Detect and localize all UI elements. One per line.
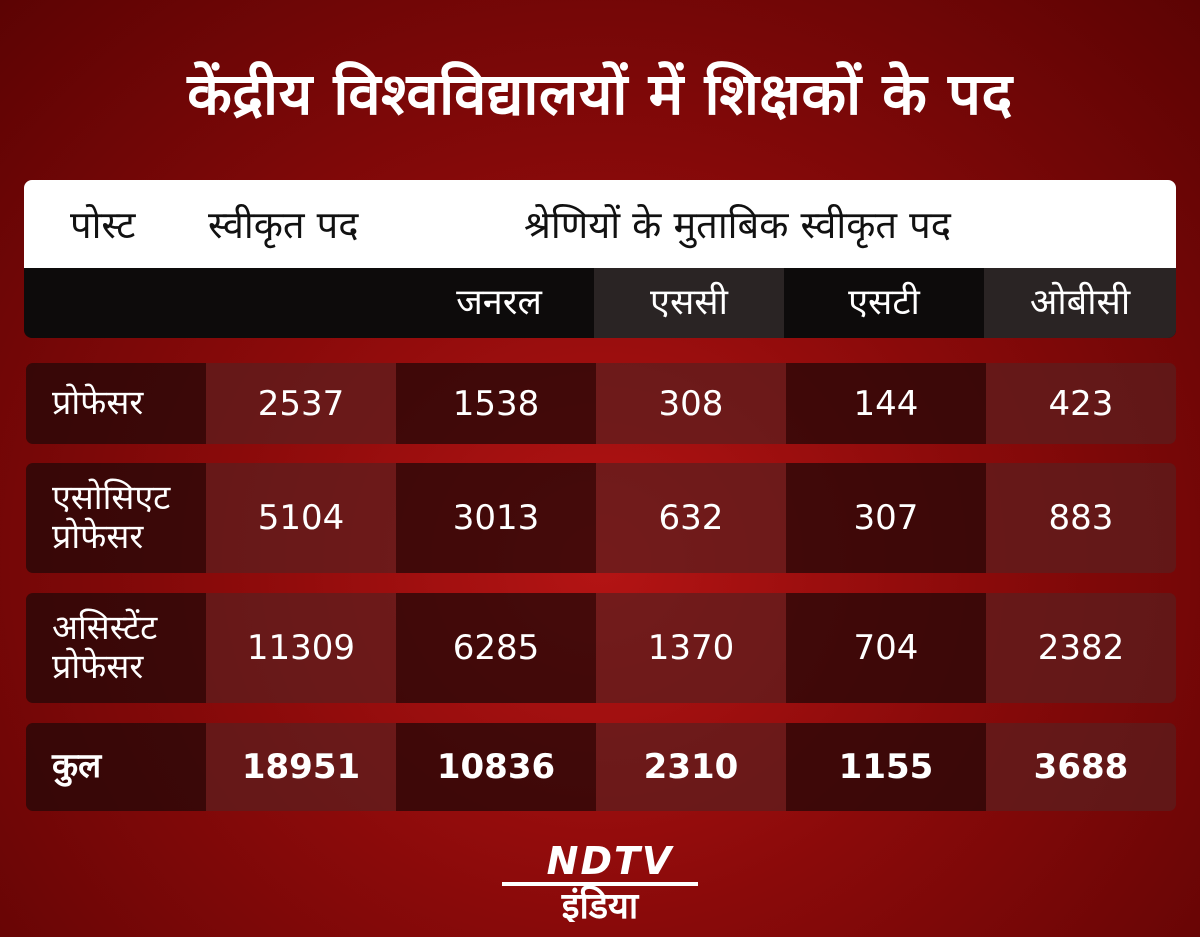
subheader-row: जनरल एससी एसटी ओबीसी: [24, 268, 1176, 338]
row-label-line1: एसोसिएट: [52, 477, 171, 518]
cell-sanctioned: 18951: [206, 723, 396, 811]
cell-obc: 3688: [986, 723, 1176, 811]
cell-obc: 423: [986, 363, 1176, 444]
cell-sanctioned: 11309: [206, 593, 396, 703]
cell-st: 704: [786, 593, 986, 703]
header-sanctioned: स्वीकृत पद: [208, 203, 359, 247]
cell-st: 1155: [786, 723, 986, 811]
svg-text:NDTV: NDTV: [547, 839, 674, 883]
cell-sanctioned: 2537: [206, 363, 396, 444]
category-sc: एससी: [594, 268, 784, 338]
cell-obc: 883: [986, 463, 1176, 573]
cell-sc: 632: [596, 463, 786, 573]
row-label: प्रोफेसर: [26, 363, 206, 444]
category-general: जनरल: [456, 282, 542, 323]
row-label-line2: प्रोफेसर: [52, 517, 144, 557]
cell-general: 10836: [396, 723, 596, 811]
page-title: केंद्रीय विश्वविद्यालयों में शिक्षकों के…: [187, 60, 1013, 128]
table-row: प्रोफेसर 2537 1538 308 144 423: [26, 363, 1176, 444]
row-label: असिस्टेंट प्रोफेसर: [26, 593, 206, 703]
cell-general: 1538: [396, 363, 596, 444]
category-st: एसटी: [848, 282, 920, 323]
header-by-category: श्रेणियों के मुताबिक स्वीकृत पद: [524, 203, 951, 247]
svg-text:इंडिया: इंडिया: [561, 885, 640, 922]
header-row: पोस्ट स्वीकृत पद श्रेणियों के मुताबिक स्…: [24, 180, 1176, 268]
row-label: एसोसिएट प्रोफेसर: [26, 463, 206, 573]
cell-general: 3013: [396, 463, 596, 573]
cell-sanctioned: 5104: [206, 463, 396, 573]
table-header: पोस्ट स्वीकृत पद श्रेणियों के मुताबिक स्…: [24, 180, 1176, 338]
cell-obc: 2382: [986, 593, 1176, 703]
cell-sc: 1370: [596, 593, 786, 703]
row-label: कुल: [26, 723, 206, 811]
table-row-total: कुल 18951 10836 2310 1155 3688: [26, 723, 1176, 811]
row-label-line2: प्रोफेसर: [52, 647, 144, 687]
ndtv-india-logo: NDTV इंडिया: [502, 839, 698, 922]
header-post: पोस्ट: [70, 203, 136, 247]
category-obc: ओबीसी: [984, 268, 1176, 338]
cell-general: 6285: [396, 593, 596, 703]
cell-st: 307: [786, 463, 986, 573]
table-row: एसोसिएट प्रोफेसर 5104 3013 632 307 883: [26, 463, 1176, 573]
row-label-line1: असिस्टेंट: [52, 607, 158, 648]
cell-st: 144: [786, 363, 986, 444]
cell-sc: 2310: [596, 723, 786, 811]
cell-sc: 308: [596, 363, 786, 444]
table-row: असिस्टेंट प्रोफेसर 11309 6285 1370 704 2…: [26, 593, 1176, 703]
